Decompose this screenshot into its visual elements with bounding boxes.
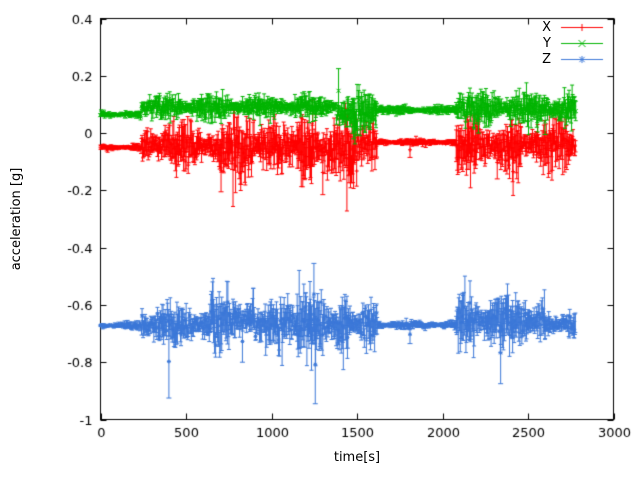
y-axis-title: acceleration [g] bbox=[9, 167, 24, 271]
legend-label-z: Z bbox=[542, 51, 551, 67]
legend-sample-y-icon bbox=[558, 35, 606, 51]
legend-entry-z: Z bbox=[542, 51, 606, 67]
legend-entry-x: X bbox=[542, 19, 606, 35]
legend-label-y: Y bbox=[543, 35, 551, 51]
legend-entry-y: Y bbox=[542, 35, 606, 51]
legend-label-x: X bbox=[542, 19, 551, 35]
x-axis-title: time[s] bbox=[333, 450, 381, 465]
legend-sample-z-icon bbox=[558, 51, 606, 67]
legend-sample-x-icon bbox=[558, 19, 606, 35]
legend: X Y Z bbox=[542, 19, 606, 67]
